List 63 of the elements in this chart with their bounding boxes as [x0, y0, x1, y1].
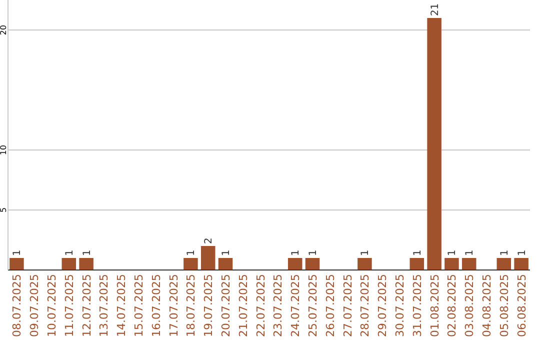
x-tick-label: 02.08.2025: [446, 274, 459, 337]
bar: [79, 258, 94, 270]
x-tick-label: 21.07.2025: [236, 274, 250, 337]
bar: [410, 258, 424, 270]
bar: [288, 258, 302, 270]
data-label: 1: [360, 250, 372, 256]
data-label: 1: [516, 250, 528, 256]
data-label: 21: [430, 3, 441, 16]
x-tick-label: 03.08.2025: [463, 274, 476, 337]
x-tick-label: 26.07.2025: [324, 274, 337, 337]
x-tick-label: 06.08.2025: [515, 274, 528, 337]
x-tick-label: 11.07.2025: [62, 274, 76, 337]
data-label: 1: [186, 250, 198, 256]
data-label: 1: [499, 250, 510, 256]
data-label: 1: [464, 250, 476, 256]
x-tick-label: 08.07.2025: [10, 274, 24, 337]
x-tick-label: 19.07.2025: [202, 274, 216, 337]
bar: [218, 258, 233, 270]
x-tick-label: 20.07.2025: [220, 274, 232, 337]
x-tick-label: 15.07.2025: [132, 274, 146, 337]
bar: [462, 258, 476, 270]
x-tick-label: 22.07.2025: [254, 274, 268, 337]
bar: [427, 18, 442, 270]
bar: [184, 258, 198, 270]
x-tick-label: 12.07.2025: [80, 274, 94, 337]
data-label: 1: [447, 250, 458, 256]
bar: [358, 258, 372, 270]
bar: [200, 246, 216, 270]
data-label: 1: [64, 250, 76, 256]
data-label: 1: [12, 250, 24, 256]
data-label: 2: [204, 238, 215, 244]
x-tick-label: 25.07.2025: [306, 274, 320, 337]
x-tick-label: 31.07.2025: [410, 274, 424, 337]
x-tick-label: 23.07.2025: [272, 274, 285, 337]
x-tick-label: 10.07.2025: [46, 274, 58, 337]
data-label: 1: [290, 250, 302, 256]
data-label: 1: [308, 250, 319, 256]
data-label: 1: [412, 250, 424, 256]
x-tick-label: 16.07.2025: [150, 274, 163, 337]
bar: [444, 258, 459, 270]
x-tick-label: 30.07.2025: [394, 274, 406, 337]
x-tick-label: 14.07.2025: [115, 274, 128, 337]
bar: [305, 258, 320, 270]
bar: [514, 258, 528, 270]
bar: [62, 258, 76, 270]
y-tick-label: 10: [0, 144, 8, 156]
x-tick-label: 27.07.2025: [341, 274, 354, 337]
y-tick-label: 20: [0, 24, 8, 36]
x-tick-label: 09.07.2025: [28, 274, 42, 337]
x-tick-label: 24.07.2025: [289, 274, 302, 337]
x-tick-label: 18.07.2025: [184, 274, 198, 337]
y-tick-label: 5: [0, 207, 8, 213]
bar: [496, 258, 512, 270]
x-tick-label: 13.07.2025: [98, 274, 111, 337]
x-tick-label: 04.08.2025: [480, 274, 494, 337]
data-label: 1: [82, 250, 93, 256]
x-tick-label: 17.07.2025: [167, 274, 180, 337]
data-label: 1: [221, 250, 232, 256]
x-tick-label: 29.07.2025: [376, 274, 390, 337]
bar: [10, 258, 24, 270]
x-tick-label: 01.08.2025: [428, 274, 442, 337]
x-tick-label: 28.07.2025: [358, 274, 372, 337]
x-tick-label: 05.08.2025: [498, 274, 511, 337]
